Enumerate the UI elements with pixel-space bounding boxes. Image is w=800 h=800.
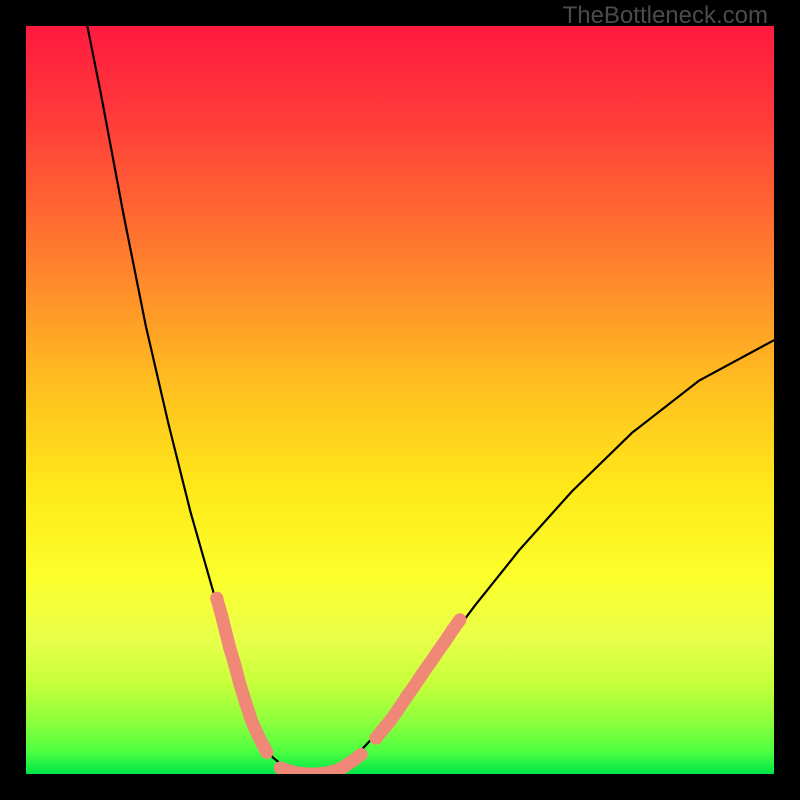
chart-frame: TheBottleneck.com [0, 0, 800, 800]
marker-dot [355, 748, 368, 761]
marker-dot [260, 746, 273, 759]
marker-dot [227, 655, 240, 668]
gradient-background [26, 26, 774, 774]
marker-dot [438, 635, 451, 648]
marker-dot [446, 624, 459, 637]
marker-dot [223, 640, 236, 653]
marker-dot [215, 610, 228, 623]
marker-dot [245, 715, 258, 728]
marker-dot [210, 592, 223, 605]
marker-dot [453, 613, 466, 626]
watermark-label: TheBottleneck.com [563, 2, 768, 30]
marker-dot [239, 697, 252, 710]
marker-dot [233, 678, 246, 691]
marker-dot [431, 646, 444, 659]
marker-dot [253, 732, 266, 745]
bottleneck-curve-chart [0, 0, 800, 800]
